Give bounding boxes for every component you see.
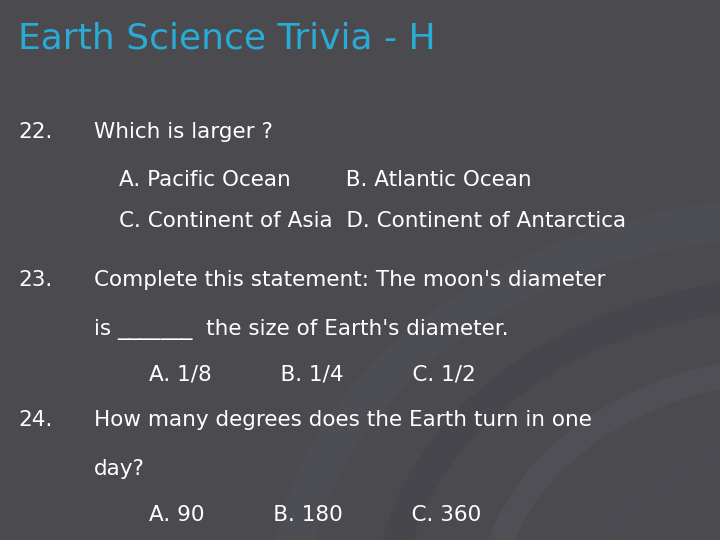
Text: Earth Science Trivia - H: Earth Science Trivia - H bbox=[18, 22, 436, 56]
Text: A. Pacific Ocean        B. Atlantic Ocean: A. Pacific Ocean B. Atlantic Ocean bbox=[119, 170, 531, 190]
Text: A. 90          B. 180          C. 360: A. 90 B. 180 C. 360 bbox=[94, 505, 481, 525]
Text: How many degrees does the Earth turn in one: How many degrees does the Earth turn in … bbox=[94, 410, 591, 430]
Text: is _______  the size of Earth's diameter.: is _______ the size of Earth's diameter. bbox=[94, 319, 508, 340]
Text: 24.: 24. bbox=[18, 410, 53, 430]
Text: Complete this statement: The moon's diameter: Complete this statement: The moon's diam… bbox=[94, 270, 605, 290]
Text: 23.: 23. bbox=[18, 270, 53, 290]
Text: Which is larger ?: Which is larger ? bbox=[94, 122, 272, 141]
Text: 22.: 22. bbox=[18, 122, 53, 141]
Text: A. 1/8          B. 1/4          C. 1/2: A. 1/8 B. 1/4 C. 1/2 bbox=[94, 364, 475, 384]
Text: day?: day? bbox=[94, 459, 145, 479]
Text: C. Continent of Asia  D. Continent of Antarctica: C. Continent of Asia D. Continent of Ant… bbox=[119, 211, 626, 231]
